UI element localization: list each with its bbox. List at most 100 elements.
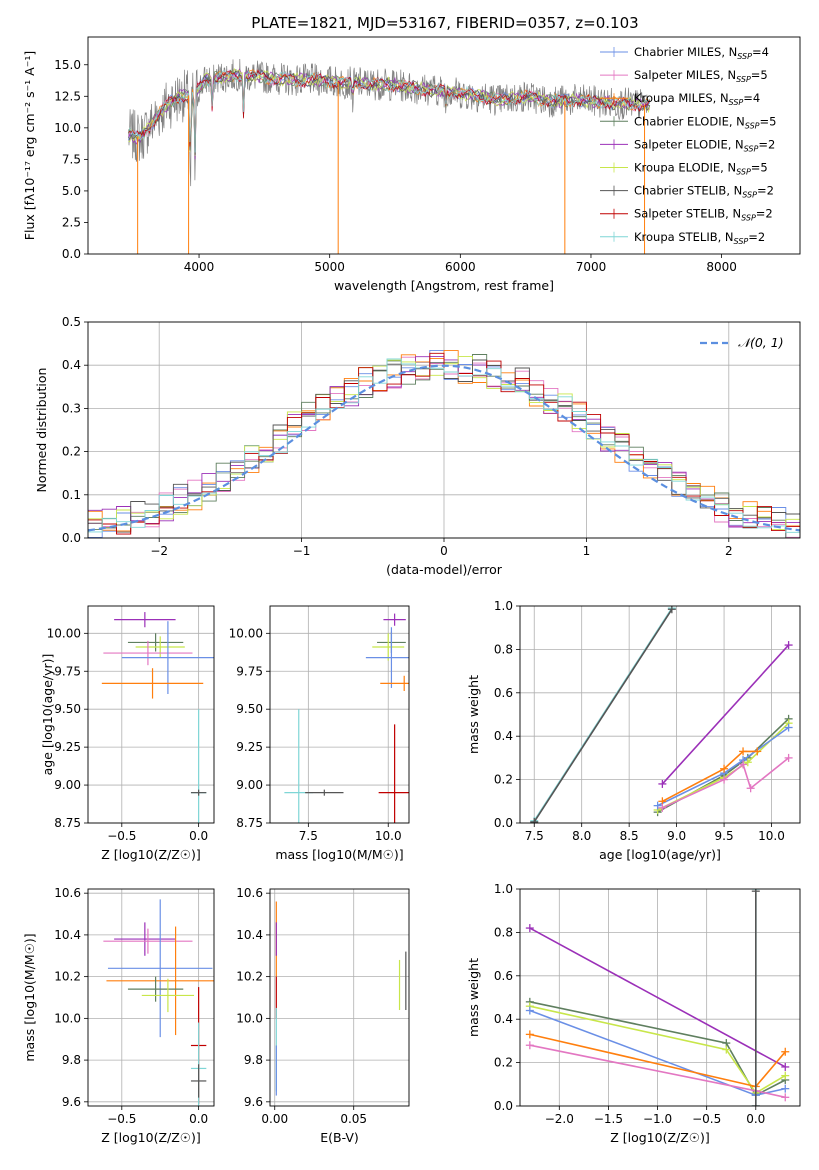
legend-label: Salpeter MILES, NSSP=5 [634,68,768,84]
x-tick-label: 10.0 [375,829,402,843]
series-line [529,1005,786,1095]
errorbar-point [372,633,405,661]
y-tick-label: 0.0 [62,531,81,545]
series-massweight_vs_Z [525,889,790,1106]
y-tick-label: 10.0 [54,1011,81,1025]
x-tick-label: 0.0 [189,1112,208,1126]
x-axis-label: E(B-V) [320,1130,359,1145]
y-tick-label: 10.2 [236,970,263,984]
y-tick-label: 0.4 [62,358,81,372]
y-tick-label: 0.2 [62,445,81,459]
y-tick-label: 0.4 [494,729,513,743]
errorbar-point [127,976,184,1002]
x-tick-label: 0 [440,544,448,558]
y-tick-label: 10.00 [229,626,263,640]
x-tick-label: −0.5 [692,1112,721,1126]
errorbar-point [121,621,214,695]
plot-frame [87,36,801,255]
y-axis-label: Normed distribution [34,368,49,493]
legend-label: 𝒩(0, 1) [738,335,784,350]
errorbar-point [103,640,193,666]
y-tick-label: 0.0 [494,816,513,830]
y-tick-label: 10.2 [54,970,81,984]
y-tick-label: 10.6 [236,886,263,900]
legend-subscript: SSP [745,121,760,130]
y-tick-label: 15.0 [54,58,81,72]
errorbars-mass_vs_Z [103,899,214,1106]
series-line [661,644,790,785]
series-line [529,1001,786,1097]
x-tick-label: −2 [150,544,168,558]
errorbars-age_vs_Z [101,612,214,823]
errorbar-point [135,636,185,658]
spectrum-legend: Chabrier MILES, NSSP=4 Salpeter MILES, NS… [600,45,776,246]
errorbar-point [380,675,409,691]
errorbar-point [103,928,193,954]
x-tick-label: −1 [293,544,311,558]
legend-label: Kroupa MILES, NSSP=4 [634,91,760,107]
legend-tail: =2 [756,207,773,221]
y-tick-label: 10.4 [54,928,81,942]
y-tick-label: 0.0 [494,1099,513,1113]
axes-age_vs_Z: −0.5 0.0 8.75 9.00 9.25 9.50 9.75 10.00 Z [log10… [40,606,214,862]
axes-mass_vs_ebv: 0.00 0.05 9.6 9.8 10.0 10.2 10.4 10.6 E(B-V) [236,886,409,1145]
y-tick-label: 0.3 [62,401,81,415]
x-tick-label: 0.0 [746,1112,765,1126]
x-tick-label: 8.5 [620,829,639,843]
x-axis-label: wavelength [Angstrom, rest frame] [334,278,554,293]
series-line [657,718,790,813]
y-axis-label: Flux [fλ10⁻¹⁷ erg cm⁻² s⁻¹ A⁻¹] [22,51,37,240]
y-tick-label: 9.75 [54,664,81,678]
model-spectrum-line [128,70,651,153]
errorbars-mass_vs_ebv [275,901,407,1096]
axes-massweight_vs_age: 7.5 8.0 8.5 9.0 9.5 10.0 0.0 0.2 0.4 0.6 0.8 1.0 age… [466,599,800,862]
y-axis-label: mass [log10(M/M☉)] [22,933,37,1061]
y-tick-label: 9.00 [54,778,81,792]
errorbar-point [190,789,207,796]
y-tick-label: 9.50 [236,702,263,716]
y-tick-label: 9.25 [236,740,263,754]
errorbar-point [190,1064,207,1098]
x-tick-label: 7.5 [299,829,318,843]
y-tick-label: 7.5 [62,152,81,166]
y-tick-label: 8.75 [54,816,81,830]
x-axis-label: Z [log10(Z/Z☉)] [101,847,201,862]
series-massweight_vs_age [530,606,793,823]
plot-frame [269,888,410,1107]
histogram-step-line [88,352,800,535]
y-tick-label: 0.2 [494,773,513,787]
y-tick-label: 10.00 [47,626,81,640]
y-tick-label: 10.4 [236,928,263,942]
residual-legend: 𝒩(0, 1) [700,335,784,350]
x-axis-label: Z [log10(Z/Z☉)] [101,1130,201,1145]
legend-subscript: SSP [729,98,744,107]
legend-subscript: SSP [734,237,749,246]
legend-tail: =2 [748,230,765,244]
y-tick-label: 9.8 [244,1053,263,1067]
y-tick-label: 0.0 [62,247,81,261]
errorbar-point [114,612,176,628]
x-tick-label: −0.5 [107,1112,136,1126]
y-tick-label: 9.25 [54,740,81,754]
normal-curve [88,364,800,532]
x-tick-label: 0.05 [340,1112,367,1126]
spectrum-lines [128,58,651,254]
legend-subscript: SSP [744,144,759,153]
errorbar-point [141,978,195,1013]
axes-age_vs_mass: 7.5 10.0 8.75 9.00 9.25 9.50 9.75 10.00 mass [lo… [229,606,409,862]
x-axis-label: age [log10(age/yr)] [599,847,721,862]
errorbar-point [101,668,204,699]
x-tick-label: 5000 [314,260,345,274]
y-tick-label: 1.0 [494,599,513,613]
y-tick-label: 0.2 [494,1056,513,1070]
x-tick-label: 10.0 [758,829,785,843]
y-tick-label: 10.0 [236,1011,263,1025]
errorbars-age_vs_mass [284,613,409,823]
x-tick-label: 9.0 [667,829,686,843]
plot-frame [87,321,801,539]
plot-frame [269,605,410,824]
model-spectrum-line [128,69,651,148]
legend-label: Chabrier ELODIE, NSSP=5 [634,114,776,130]
x-tick-label: 2 [725,544,733,558]
